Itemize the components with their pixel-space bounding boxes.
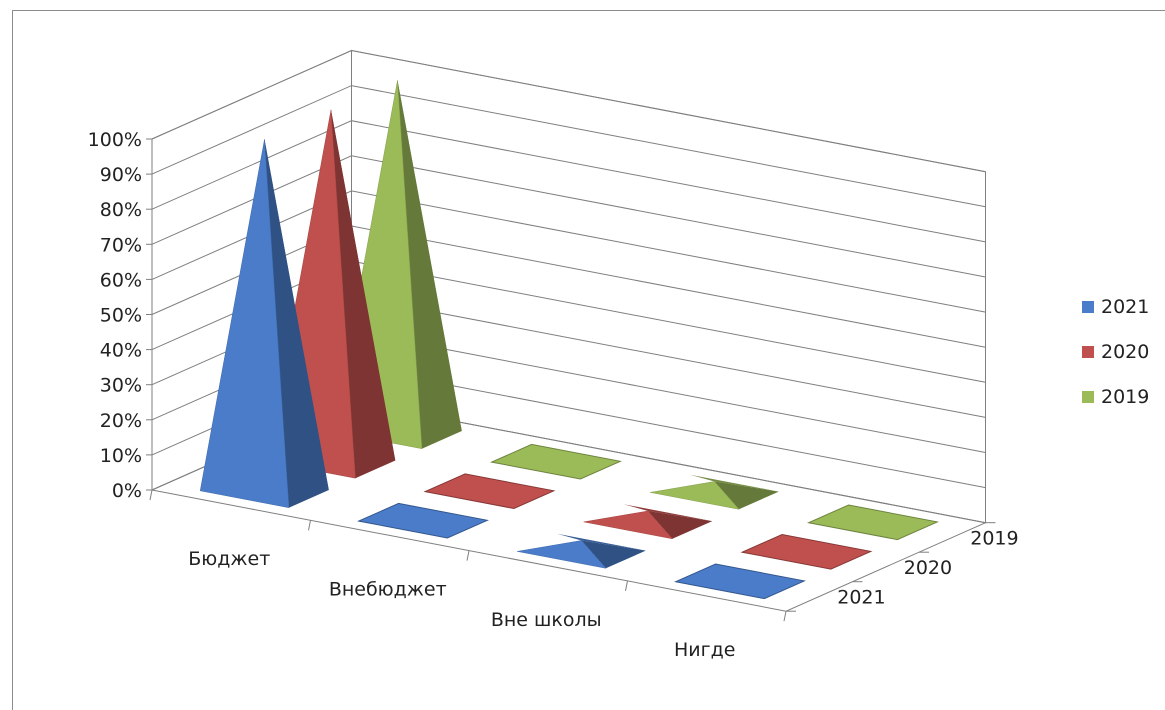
y-tick-label: 30% (100, 375, 142, 397)
y-tick-label: 20% (100, 410, 142, 432)
depth-tick-label: 2020 (904, 557, 952, 579)
x-tick (466, 550, 470, 561)
legend-item: 2019 (1082, 384, 1149, 410)
x-tick (625, 580, 628, 591)
y-tick-label: 80% (100, 199, 142, 221)
pyramid-base (674, 563, 806, 600)
x-tick-label: Внебюджет (329, 578, 447, 600)
gridline (151, 49, 986, 173)
pyramid-right-face (648, 511, 713, 539)
pyramid-right-face (397, 80, 462, 449)
gridline (151, 120, 986, 243)
y-tick-label: 100% (88, 129, 142, 151)
gridline (151, 85, 986, 208)
pyramid-right-face (714, 481, 779, 510)
pyramid-base (423, 473, 556, 510)
legend-label: 2020 (1101, 341, 1150, 363)
axis-labels: 0% 10% 20% 30% 40% 50% 60% 70% 80% 90% 100% Бюджет В… (88, 129, 1019, 661)
pyramid-front-face (199, 139, 290, 509)
pyramid-front-face (650, 481, 740, 510)
legend-swatch (1082, 391, 1094, 403)
pyramid-right-face (331, 109, 396, 479)
legend-label: 2019 (1101, 386, 1150, 408)
legend: 2021 2020 2019 (1082, 294, 1149, 429)
legend-swatch (1082, 346, 1094, 358)
y-tick-label: 60% (100, 269, 142, 291)
depth-tick-label: 2021 (837, 586, 885, 608)
y-tick-label: 50% (100, 305, 142, 327)
gridline (151, 190, 986, 313)
axes (146, 138, 996, 622)
chart-marks (199, 80, 939, 600)
y-tick-label: 40% (100, 340, 142, 362)
pyramid-base (807, 504, 939, 541)
pyramid-back-face (557, 533, 646, 551)
legend-item: 2020 (1082, 339, 1149, 365)
gridline (151, 155, 986, 278)
pyramid-right-face (264, 139, 329, 508)
pyramid-right-face (581, 540, 646, 569)
pyramid-front-face (583, 510, 674, 540)
x-tick-label: Нигде (674, 639, 735, 661)
chart-frame (12, 10, 1165, 710)
chart-canvas: 0% 10% 20% 30% 40% 50% 60% 70% 80% 90% 100% Бюджет В… (88, 49, 1019, 661)
legend-label: 2021 (1101, 296, 1150, 318)
legend-swatch (1082, 301, 1094, 313)
legend-item: 2021 (1082, 294, 1149, 320)
pyramid-base (490, 443, 622, 480)
y-tick-label: 90% (100, 164, 142, 186)
y-tick-label: 0% (112, 480, 142, 502)
pyramid-back-face (690, 474, 779, 492)
x-tick (783, 611, 787, 622)
x-tick-label: Бюджет (188, 548, 270, 570)
pyramid-base (357, 502, 489, 539)
x-tick-label: Вне школы (491, 609, 602, 631)
x-tick (149, 489, 153, 501)
pyramid-front-face (517, 540, 607, 569)
y-tick-label: 70% (100, 234, 142, 256)
pyramid-base (740, 533, 873, 570)
depth-tick-label: 2019 (970, 527, 1018, 549)
y-tick-label: 10% (100, 445, 142, 467)
pyramid-back-face (623, 504, 713, 522)
x-tick (308, 520, 311, 531)
